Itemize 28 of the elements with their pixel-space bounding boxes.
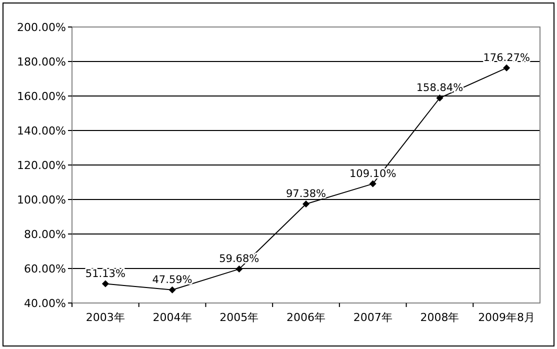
data-label: 158.84% — [416, 82, 464, 94]
point — [102, 280, 109, 288]
point — [236, 266, 243, 273]
point — [302, 200, 310, 208]
point — [436, 94, 444, 102]
x-tick-label: 2005年 — [220, 311, 259, 324]
x-tick-label: 2007年 — [353, 311, 392, 324]
x-tick-label: 2009年8月 — [478, 311, 536, 324]
x-tick-label: 2004年 — [152, 311, 192, 324]
data-label: 47.59% — [152, 274, 192, 286]
y-tick-label: 140.00% — [17, 124, 66, 138]
data-label: 97.38% — [286, 188, 326, 200]
point — [168, 286, 176, 294]
y-tick-label: 180.00% — [17, 55, 66, 68]
y-tick-label: 200.00% — [17, 20, 66, 34]
y-tick-label: 100.00% — [17, 193, 66, 206]
data-label: 51.13% — [85, 268, 126, 280]
y-tick-label: 160.00% — [17, 90, 66, 103]
y-tick-label: 80.00% — [24, 228, 66, 241]
point — [369, 180, 376, 188]
y-tick-label: 60.00% — [24, 262, 66, 276]
data-label: 176.27% — [483, 52, 530, 64]
x-tick-label: 2006年 — [286, 311, 326, 324]
x-tick-label: 2003年 — [86, 311, 125, 324]
y-tick-label: 40.00% — [24, 296, 66, 310]
point — [503, 64, 510, 72]
x-tick-label: 2008年 — [420, 311, 460, 324]
y-tick-label: 120.00% — [17, 158, 66, 172]
